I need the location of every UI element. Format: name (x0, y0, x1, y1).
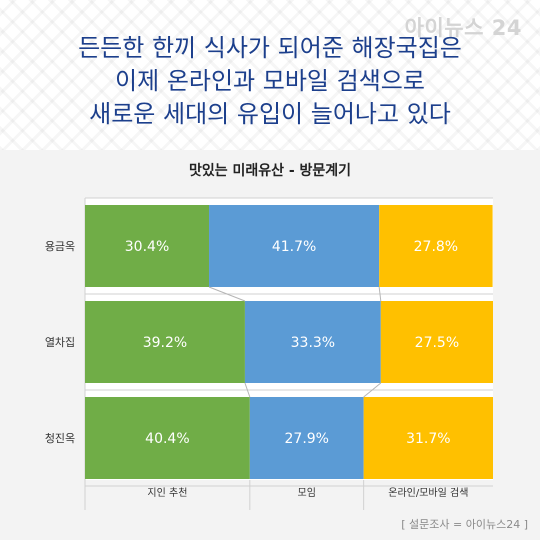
data-label: 40.4% (145, 431, 189, 447)
bar-segment (244, 301, 381, 383)
bar-segment (209, 205, 380, 287)
connector-line (378, 286, 382, 302)
bar-segment (379, 205, 493, 287)
bar-segment (85, 397, 250, 479)
data-label: 27.5% (415, 335, 459, 351)
headline-line-1: 든든한 한끼 식사가 되어준 해장국집은 (78, 34, 462, 62)
bar-segment (85, 301, 245, 383)
connector-line (208, 286, 246, 302)
data-label: 27.9% (285, 431, 329, 447)
header-banner: 아이뉴스 24 든든한 한끼 식사가 되어준 해장국집은 이제 온라인과 모바일… (0, 0, 540, 150)
bar-segment (380, 301, 493, 383)
bar-segment (85, 205, 210, 287)
data-label: 27.8% (414, 239, 458, 255)
series-label: 모임 (298, 486, 316, 499)
bar-segment (363, 397, 493, 479)
category-label: 청진옥 (45, 432, 75, 445)
category-label: 열차집 (45, 336, 75, 349)
connector-line (363, 382, 382, 398)
series-label: 지인 추천 (147, 487, 187, 499)
connector-line (244, 382, 251, 398)
data-label: 30.4% (125, 239, 169, 255)
chart-title: 맛있는 미래유산 - 방문계기 (188, 163, 352, 179)
series-label: 온라인/모바일 검색 (388, 487, 468, 499)
bar-segment (249, 397, 364, 479)
source-note: [ 설문조사 = 아이뉴스24 ] (401, 518, 528, 531)
headline-line-3: 새로운 세대의 유입이 늘어나고 있다 (89, 100, 451, 128)
data-label: 41.7% (272, 239, 316, 255)
data-label: 31.7% (406, 431, 450, 447)
headline-line-2: 이제 온라인과 모바일 검색으로 (115, 67, 425, 95)
headline: 든든한 한끼 식사가 되어준 해장국집은 이제 온라인과 모바일 검색으로 새로… (0, 32, 540, 131)
data-label: 39.2% (143, 335, 187, 351)
brand-logo: 아이뉴스 24 (404, 16, 522, 40)
category-label: 용금옥 (45, 240, 75, 253)
data-label: 33.3% (291, 335, 335, 351)
